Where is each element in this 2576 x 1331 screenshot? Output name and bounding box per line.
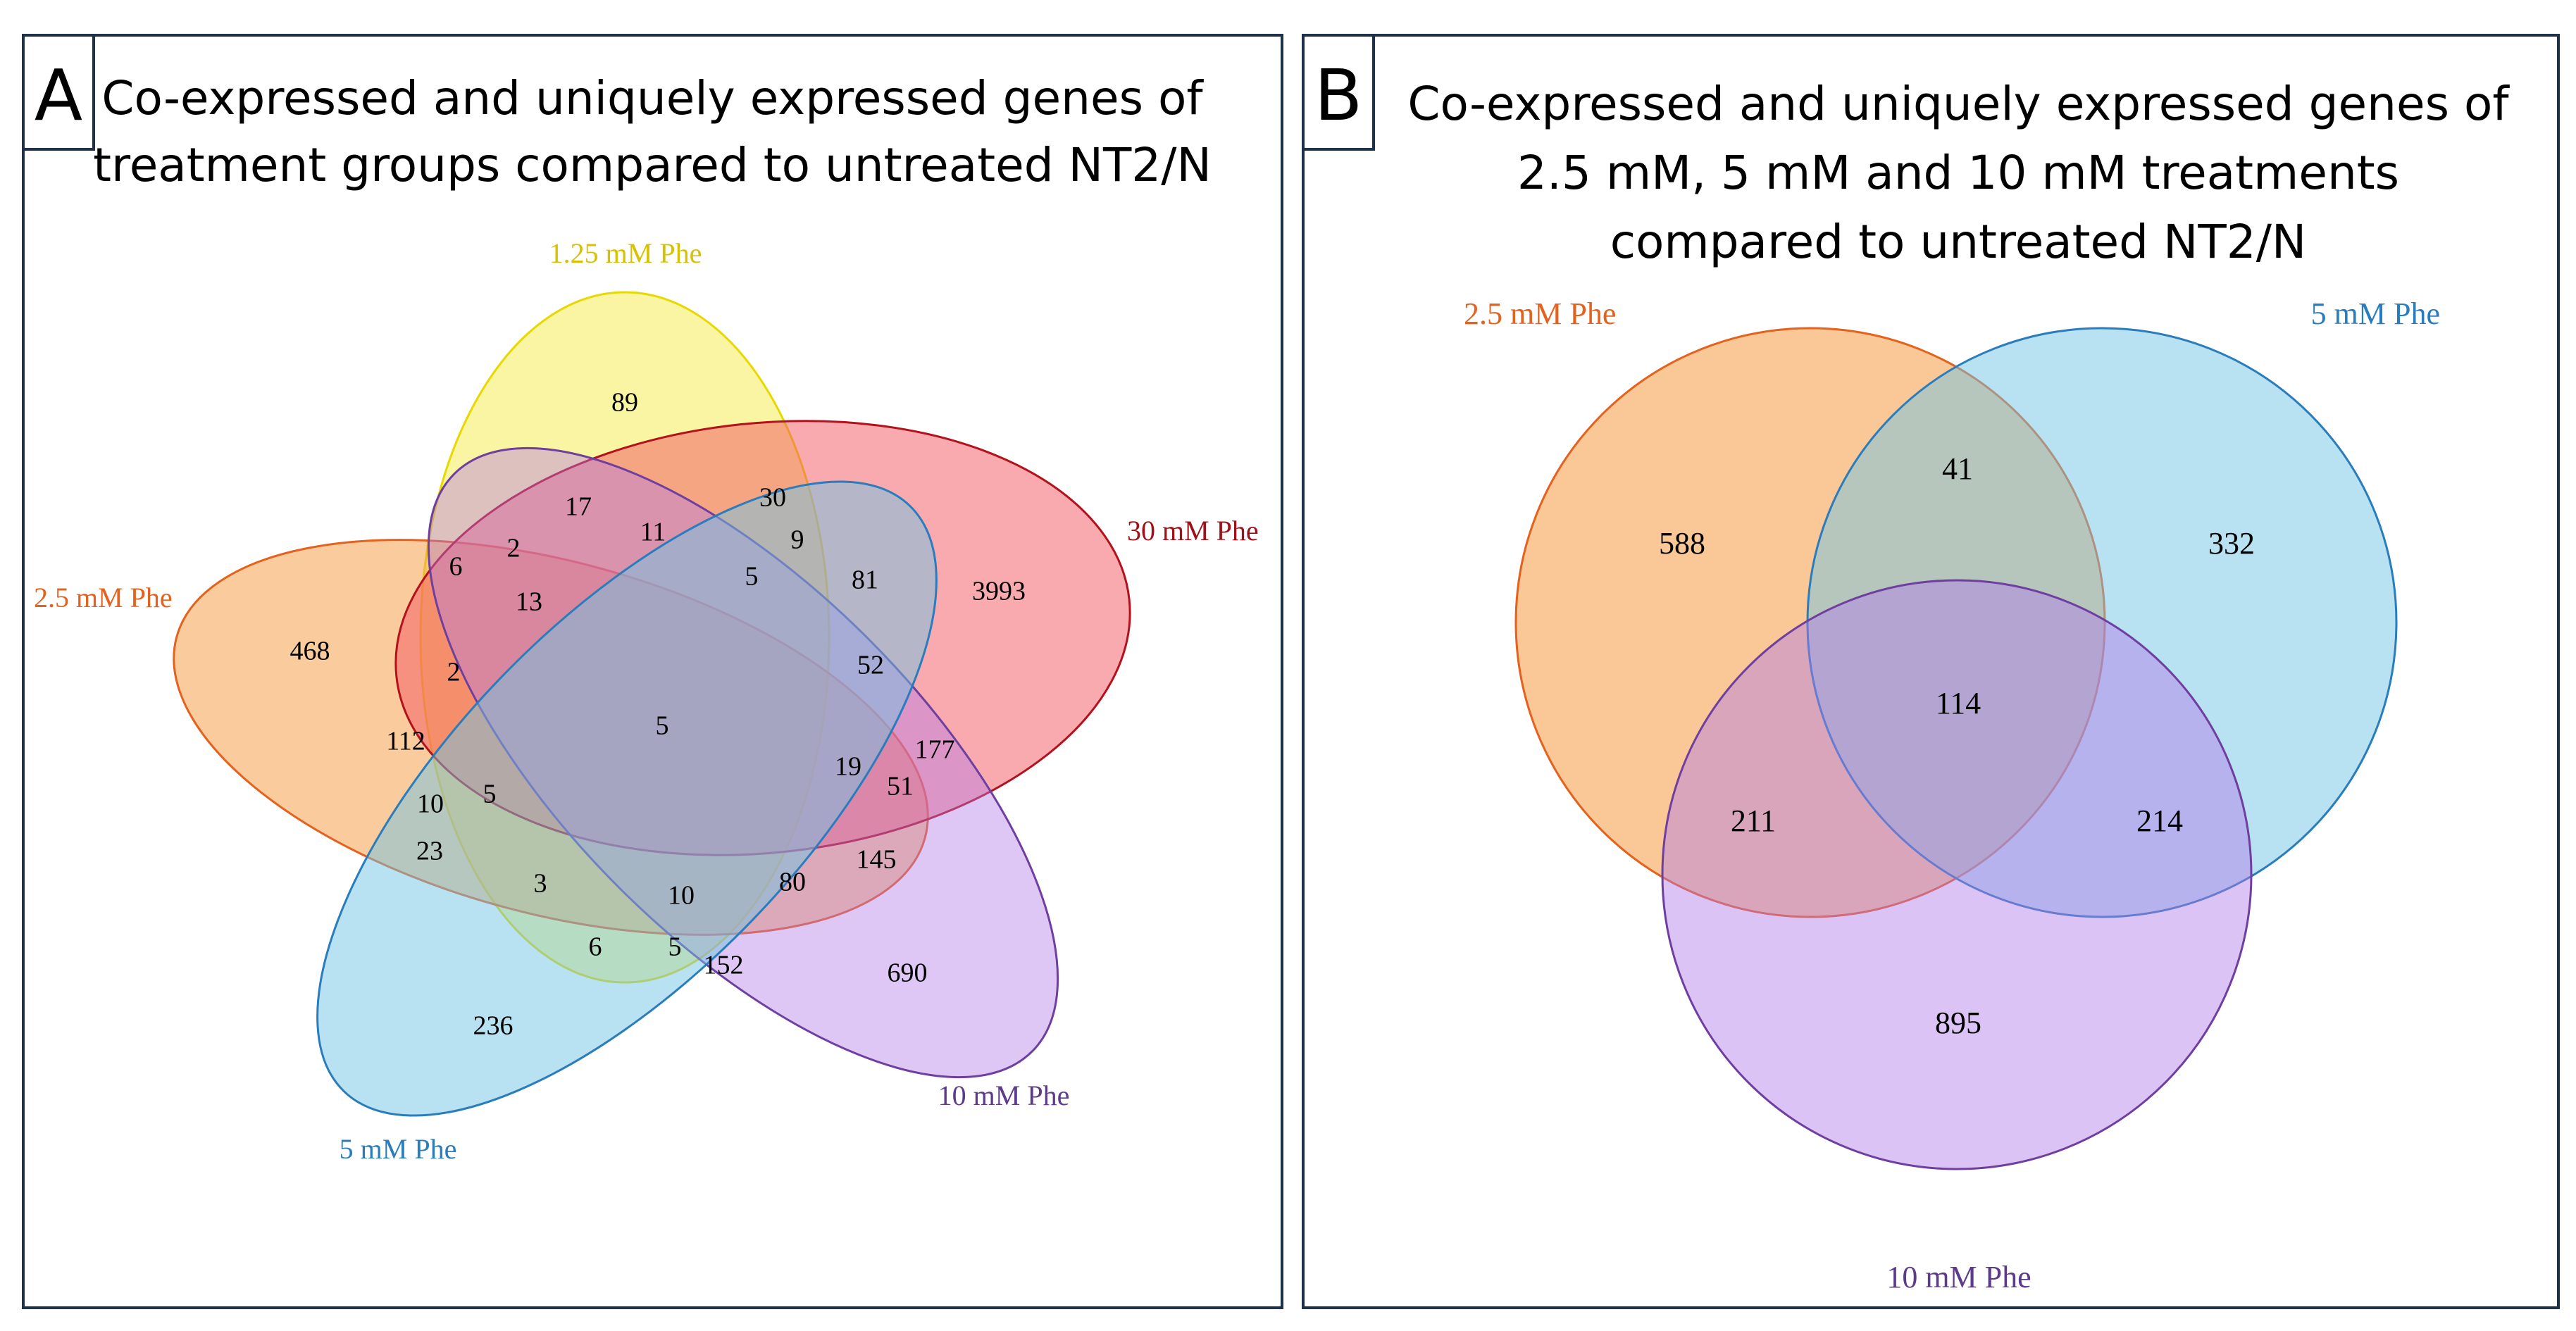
region-value-p125-p25-p10: 2 (507, 534, 521, 563)
region-value-p25-p10: 145 (857, 845, 897, 875)
panel-a: A Co-expressed and uniquely expressed ge… (22, 34, 1283, 1309)
set-label-p30: 30 mM Phe (1127, 515, 1259, 546)
panel-a-letter: A (35, 54, 82, 137)
region-value-p25: 468 (290, 637, 330, 666)
panel-b-letter-box (1302, 34, 1375, 151)
venn-a-ellipses (173, 291, 1131, 1117)
venn-b-circles (1514, 327, 2398, 1170)
region-value-p125-p25: 6 (449, 552, 463, 582)
region-value-p25-p30-p10-p5: 51 (887, 772, 914, 801)
set-circle-p10 (1661, 579, 2253, 1170)
set-label-p25: 2.5 mM Phe (34, 582, 173, 613)
region-value-p30-p5: 81 (852, 565, 878, 595)
set-label-p10: 10 mM Phe (938, 1080, 1070, 1111)
region-value-p125-p30-p10: 11 (640, 518, 666, 547)
region-value-p25-p5-p10: 114 (1936, 686, 1981, 720)
set-label-p125: 1.25 mM Phe (549, 237, 702, 269)
region-value-p25-p30-p10-p5: 19 (835, 752, 861, 782)
region-value-p5: 236 (473, 1011, 514, 1041)
region-value-p125-p25-p30-p5: 5 (483, 780, 497, 809)
region-value-p10: 895 (1935, 1006, 1981, 1040)
panel-b-title-line-3: compared to untreated NT2/N (1610, 215, 2307, 269)
panel-b-title-line-1: Co-expressed and uniquely expressed gene… (1407, 77, 2510, 131)
panel-a-title-line-2: treatment groups compared to untreated N… (93, 138, 1212, 192)
region-value-p125-p25-p30-p10: 13 (516, 587, 542, 617)
region-value-p30-p10-p5: 52 (857, 651, 884, 680)
venn-a-set-labels: 1.25 mM Phe 2.5 mM Phe 30 mM Phe 10 mM P… (34, 237, 1259, 1165)
venn-b-region-values: 588 332 895 41 211 214 114 (1659, 451, 2255, 1040)
region-value-p30-p10: 177 (915, 735, 955, 765)
set-label-b-p10: 10 mM Phe (1886, 1260, 2031, 1294)
region-value-p30: 3993 (972, 577, 1026, 606)
region-value-p125-p25-p5: 3 (534, 869, 547, 899)
set-label-b-p5: 5 mM Phe (2311, 296, 2440, 331)
region-value-p125: 89 (611, 388, 638, 418)
region-value-p25: 588 (1659, 526, 1705, 561)
region-value-p5: 332 (2208, 526, 2255, 561)
region-value-p125-p25-p30-p10-p5: 5 (656, 711, 669, 741)
panel-a-title-line-1: Co-expressed and uniquely expressed gene… (101, 71, 1204, 125)
region-value-p25-p30-p10: 112 (386, 727, 425, 756)
panel-b-letter: B (1314, 54, 1363, 137)
region-value-p125-p30: 30 (759, 483, 786, 513)
region-value-p10: 690 (888, 958, 928, 988)
set-circle-p5 (1806, 327, 2398, 918)
region-value-p125-p30-p5: 9 (791, 525, 804, 555)
set-label-p5: 5 mM Phe (340, 1133, 457, 1165)
region-value-p25-p30-p5: 10 (417, 789, 444, 819)
set-ellipse-p5 (316, 480, 938, 1117)
region-value-p25-p5: 23 (416, 837, 443, 866)
set-label-b-p25: 2.5 mM Phe (1464, 296, 1616, 331)
region-value-p25-p10-p5: 80 (779, 868, 806, 897)
region-value-p5-p10: 214 (2136, 804, 2183, 838)
region-value-p125-p10: 17 (565, 492, 592, 522)
region-value-p10-p5: 152 (704, 951, 744, 980)
region-value-p125-p25-p10-p5: 10 (668, 881, 695, 911)
panel-b: B Co-expressed and uniquely expressed ge… (1302, 34, 2560, 1309)
venn-b-set-labels: 2.5 mM Phe 5 mM Phe 10 mM Phe (1464, 296, 2440, 1294)
region-value-p125-p10-p5: 5 (668, 932, 682, 962)
panel-a-letter-box (22, 34, 95, 151)
region-value-p125-p30-p10-p5: 5 (745, 562, 759, 592)
panel-b-title-line-2: 2.5 mM, 5 mM and 10 mM treatments (1517, 146, 2399, 200)
region-value-p125-p5: 6 (589, 932, 602, 962)
region-value-p25-p30: 2 (447, 658, 461, 687)
region-value-p25-p10: 211 (1731, 804, 1776, 838)
region-value-p25-p5: 41 (1942, 451, 1973, 486)
